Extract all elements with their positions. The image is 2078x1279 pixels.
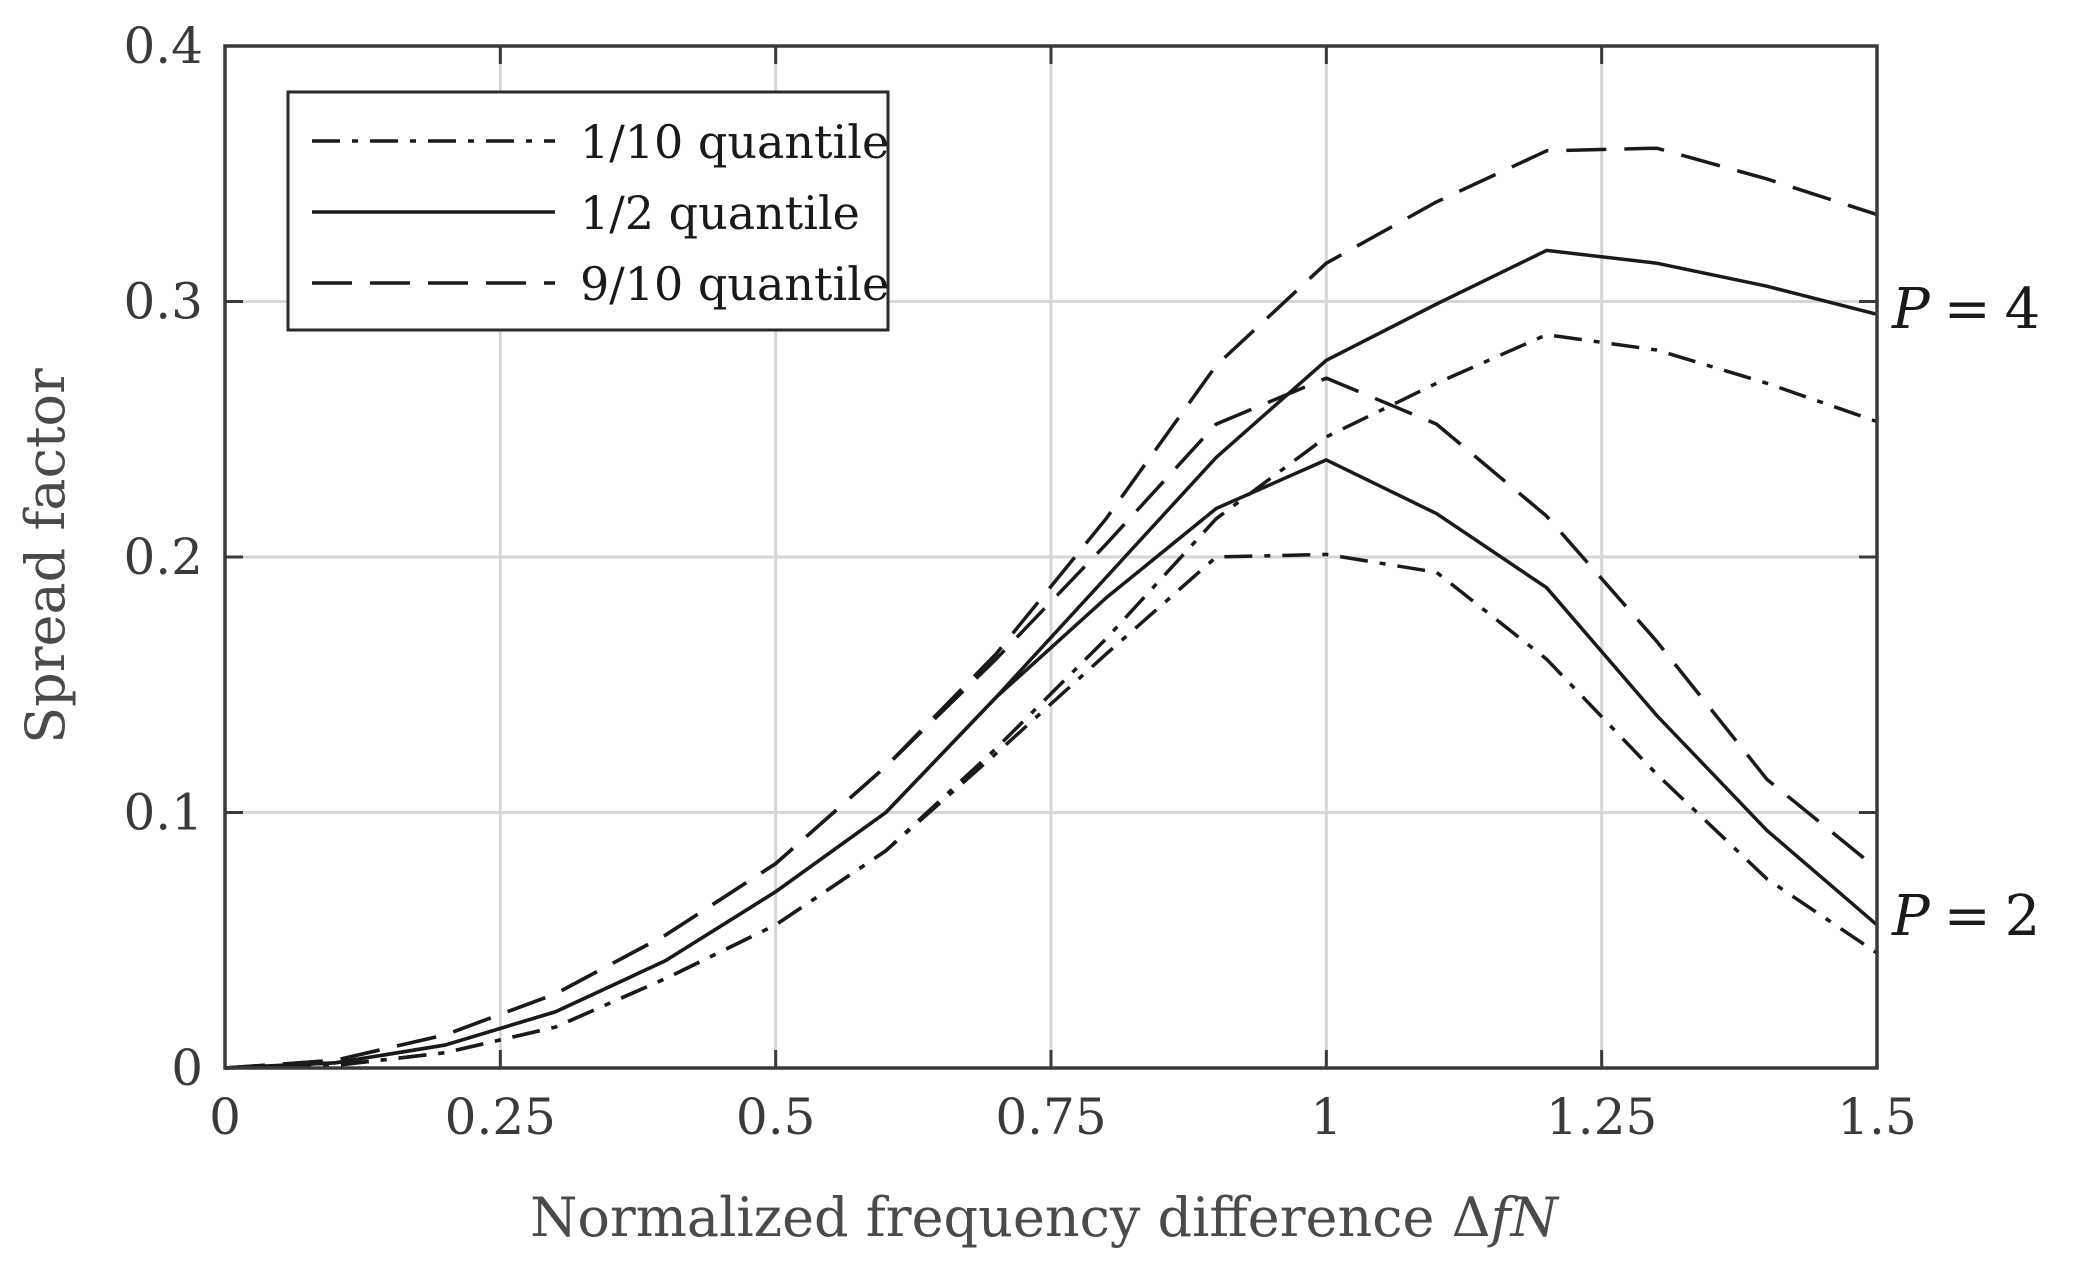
x-axis-title: Normalized frequency difference ΔfN <box>530 1186 1559 1249</box>
x-tick-label-6: 1.5 <box>1837 1088 1917 1146</box>
y-tick-label-3: 0.3 <box>123 273 203 331</box>
x-tick-label-4: 1 <box>1310 1088 1342 1146</box>
legend: 1/10 quantile 1/2 quantile 9/10 quantile <box>286 90 890 332</box>
series-group <box>224 146 1879 1070</box>
y-tick-label-2: 0.2 <box>123 528 203 586</box>
legend-label-9-10-quantile: 9/10 quantile <box>580 257 889 311</box>
x-tick-label-2: 0.5 <box>736 1088 816 1146</box>
series-line-p-2-9-10-quantile <box>224 376 1879 1070</box>
series-line-p-2-1-2-quantile <box>224 458 1879 1070</box>
x-tick-label-5: 1.25 <box>1546 1088 1657 1146</box>
legend-label-1-10-quantile: 1/10 quantile <box>580 115 889 169</box>
y-tick-label-1: 0.1 <box>123 784 203 842</box>
legend-label-1-2-quantile: 1/2 quantile <box>580 186 860 240</box>
series-line-p-4-9-10-quantile <box>224 146 1878 1070</box>
series-line-p-2-1-10-quantile <box>224 552 1878 1070</box>
x-tick-label-0: 0 <box>209 1088 241 1146</box>
x-tick-label-3: 0.75 <box>995 1088 1106 1146</box>
x-axis-ticks: 0 0.25 0.5 0.75 1 1.25 1.5 <box>209 46 1917 1146</box>
annotation-p2: P = 2 <box>1891 884 2040 949</box>
y-tick-label-4: 0.4 <box>123 17 203 75</box>
y-axis-title: Spread factor <box>14 368 77 744</box>
annotation-p4: P = 4 <box>1891 277 2040 342</box>
y-axis-ticks: 0 0.1 0.2 0.3 0.4 <box>123 17 1877 1097</box>
y-tick-label-0: 0 <box>171 1039 203 1097</box>
x-tick-label-1: 0.25 <box>445 1088 556 1146</box>
